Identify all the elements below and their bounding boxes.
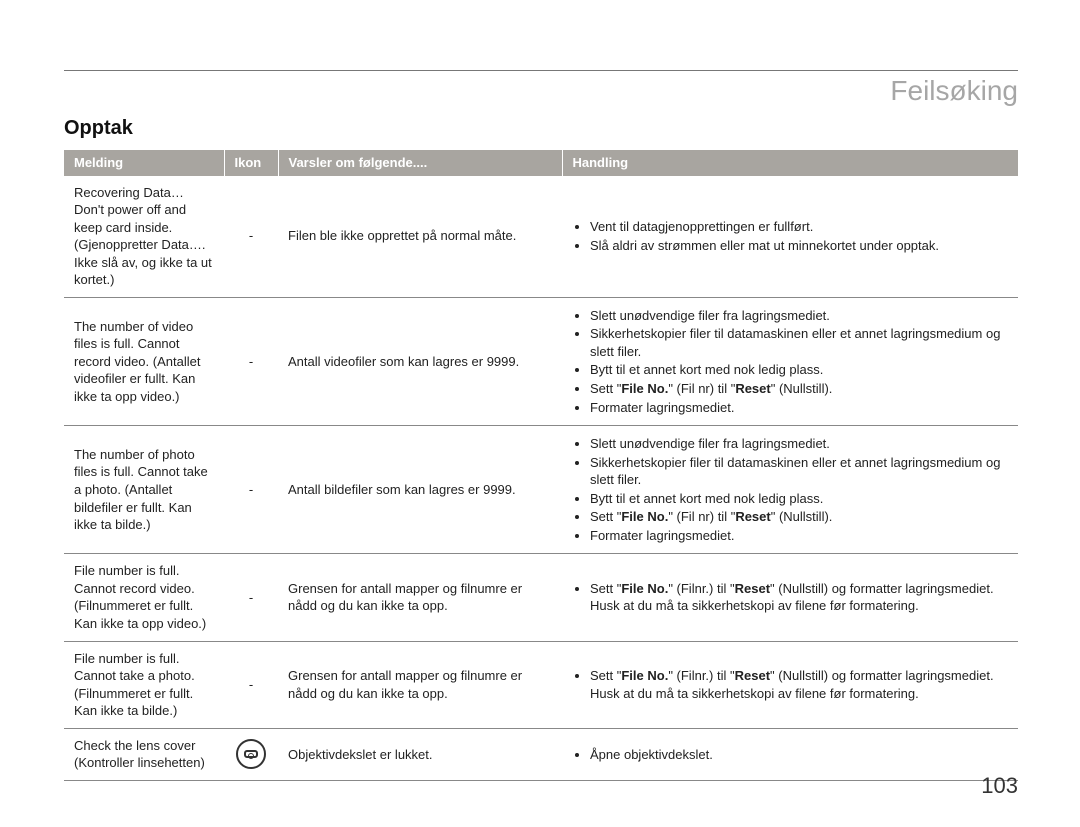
handling-list: Vent til datagjenopprettingen er fullfør… (572, 218, 1008, 254)
handling-item: Sett "File No." (Fil nr) til "Reset" (Nu… (590, 380, 1008, 398)
col-header-melding: Melding (64, 150, 224, 176)
handling-item: Slett unødvendige filer fra lagringsmedi… (590, 307, 1008, 325)
handling-list: Åpne objektivdekslet. (572, 746, 1008, 764)
cell-melding: The number of video files is full. Canno… (64, 297, 224, 425)
top-rule (64, 70, 1018, 71)
handling-item: Bytt til et annet kort med nok ledig pla… (590, 490, 1008, 508)
handling-item: Åpne objektivdekslet. (590, 746, 1008, 764)
cell-ikon: - (224, 176, 278, 298)
cell-melding: The number of photo files is full. Canno… (64, 426, 224, 554)
handling-list: Slett unødvendige filer fra lagringsmedi… (572, 435, 1008, 544)
page-title: Feilsøking (64, 75, 1018, 107)
handling-item: Slå aldri av strømmen eller mat ut minne… (590, 237, 1008, 255)
cell-melding: Recovering Data… Don't power off and kee… (64, 176, 224, 298)
handling-item: Bytt til et annet kort med nok ledig pla… (590, 361, 1008, 379)
table-header-row: Melding Ikon Varsler om følgende.... Han… (64, 150, 1018, 176)
cell-varsler: Antall videofiler som kan lagres er 9999… (278, 297, 562, 425)
cell-melding: Check the lens cover (Kontroller linsehe… (64, 728, 224, 780)
lens-cover-icon (236, 739, 266, 769)
table-row: Recovering Data… Don't power off and kee… (64, 176, 1018, 298)
cell-varsler: Grensen for antall mapper og filnumre er… (278, 641, 562, 728)
troubleshooting-table: Melding Ikon Varsler om følgende.... Han… (64, 150, 1018, 781)
cell-handling: Sett "File No." (Filnr.) til "Reset" (Nu… (562, 554, 1018, 641)
table-row: File number is full. Cannot take a photo… (64, 641, 1018, 728)
table-row: The number of photo files is full. Canno… (64, 426, 1018, 554)
cell-melding: File number is full. Cannot record video… (64, 554, 224, 641)
cell-handling: Slett unødvendige filer fra lagringsmedi… (562, 297, 1018, 425)
handling-item: Slett unødvendige filer fra lagringsmedi… (590, 435, 1008, 453)
handling-list: Sett "File No." (Filnr.) til "Reset" (Nu… (572, 667, 1008, 702)
col-header-handling: Handling (562, 150, 1018, 176)
table-row: The number of video files is full. Canno… (64, 297, 1018, 425)
section-title: Opptak (64, 117, 1018, 140)
page-number: 103 (981, 773, 1018, 799)
handling-item: Sikkerhetskopier filer til datamaskinen … (590, 325, 1008, 360)
cell-ikon: - (224, 297, 278, 425)
cell-ikon (224, 728, 278, 780)
handling-item: Sett "File No." (Filnr.) til "Reset" (Nu… (590, 667, 1008, 702)
cell-varsler: Grensen for antall mapper og filnumre er… (278, 554, 562, 641)
table-row: Check the lens cover (Kontroller linsehe… (64, 728, 1018, 780)
cell-varsler: Filen ble ikke opprettet på normal måte. (278, 176, 562, 298)
table-body: Recovering Data… Don't power off and kee… (64, 176, 1018, 781)
handling-item: Sett "File No." (Fil nr) til "Reset" (Nu… (590, 508, 1008, 526)
handling-item: Formater lagringsmediet. (590, 527, 1008, 545)
cell-ikon: - (224, 426, 278, 554)
cell-handling: Vent til datagjenopprettingen er fullfør… (562, 176, 1018, 298)
col-header-ikon: Ikon (224, 150, 278, 176)
page-root: Feilsøking Opptak Melding Ikon Varsler o… (0, 0, 1080, 827)
cell-ikon: - (224, 641, 278, 728)
handling-item: Sikkerhetskopier filer til datamaskinen … (590, 454, 1008, 489)
table-row: File number is full. Cannot record video… (64, 554, 1018, 641)
handling-item: Vent til datagjenopprettingen er fullfør… (590, 218, 1008, 236)
cell-varsler: Antall bildefiler som kan lagres er 9999… (278, 426, 562, 554)
handling-list: Slett unødvendige filer fra lagringsmedi… (572, 307, 1008, 416)
handling-item: Formater lagringsmediet. (590, 399, 1008, 417)
cell-handling: Sett "File No." (Filnr.) til "Reset" (Nu… (562, 641, 1018, 728)
col-header-varsler: Varsler om følgende.... (278, 150, 562, 176)
handling-item: Sett "File No." (Filnr.) til "Reset" (Nu… (590, 580, 1008, 615)
cell-ikon: - (224, 554, 278, 641)
cell-handling: Åpne objektivdekslet. (562, 728, 1018, 780)
handling-list: Sett "File No." (Filnr.) til "Reset" (Nu… (572, 580, 1008, 615)
cell-varsler: Objektivdekslet er lukket. (278, 728, 562, 780)
cell-melding: File number is full. Cannot take a photo… (64, 641, 224, 728)
cell-handling: Slett unødvendige filer fra lagringsmedi… (562, 426, 1018, 554)
